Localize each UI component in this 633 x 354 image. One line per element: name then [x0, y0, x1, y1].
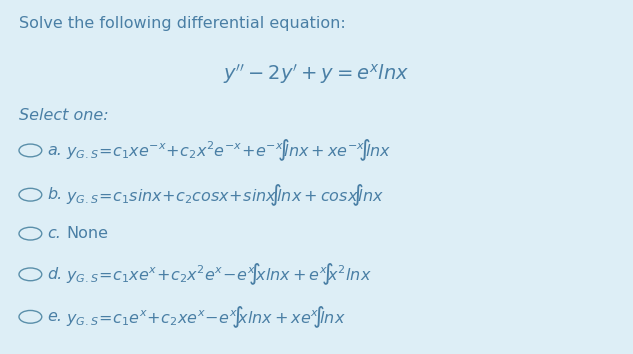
Text: $\mathit{y}_{G.S}\!=\!c_1sinx\!+\!c_2cosx\!+\!sinx\!\!\int\!\! lnx + cosx\!\!\in: $\mathit{y}_{G.S}\!=\!c_1sinx\!+\!c_2cos… [66, 182, 385, 207]
Text: $\mathit{y}_{G.S}\!=\!c_1xe^{-x}\!+\!c_2x^2e^{-x}\!+\!e^{-x}\!\!\int\!\! lnx + x: $\mathit{y}_{G.S}\!=\!c_1xe^{-x}\!+\!c_2… [66, 138, 392, 163]
Text: $\mathit{y}_{G.S}\!=\!c_1xe^{x}\!+\!c_2x^2e^{x}\!-\!e^{x}\!\!\int\!\! xlnx + e^{: $\mathit{y}_{G.S}\!=\!c_1xe^{x}\!+\!c_2x… [66, 262, 372, 287]
Text: b.: b. [47, 187, 63, 202]
Text: None: None [66, 226, 108, 241]
Text: Select one:: Select one: [19, 108, 109, 123]
Text: $\mathit{y}_{G.S}\!=\!c_1e^{x}\!+\!c_2xe^{x}\!-\!e^{x}\!\!\int\!\! xlnx + xe^{x}: $\mathit{y}_{G.S}\!=\!c_1e^{x}\!+\!c_2xe… [66, 304, 346, 330]
Text: c.: c. [47, 226, 61, 241]
Text: e.: e. [47, 309, 63, 324]
Text: $\mathit{y}'' - 2\mathit{y}' + \mathit{y} = \mathit{e}^x\mathit{lnx}$: $\mathit{y}'' - 2\mathit{y}' + \mathit{y… [223, 62, 410, 86]
Text: d.: d. [47, 267, 63, 282]
Text: a.: a. [47, 143, 62, 158]
Text: Solve the following differential equation:: Solve the following differential equatio… [19, 16, 346, 31]
